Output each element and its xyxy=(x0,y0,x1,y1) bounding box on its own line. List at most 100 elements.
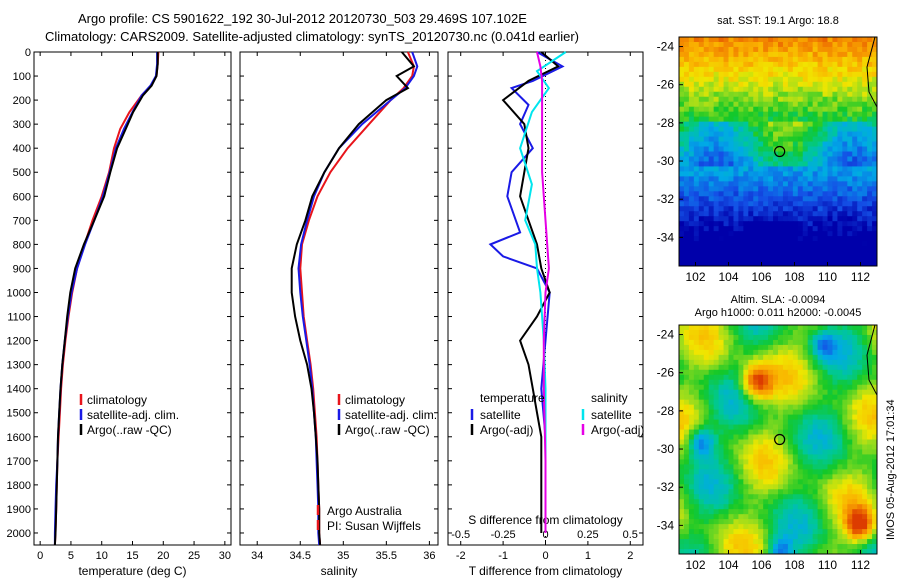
sla_map-cell xyxy=(753,484,759,490)
sla_map-cell xyxy=(713,334,720,341)
sst_map-cell xyxy=(753,211,759,217)
sst_map-cell xyxy=(867,211,873,217)
sla_map-cell xyxy=(847,454,853,461)
sst_map-cell xyxy=(787,131,794,138)
sla_map-cell xyxy=(797,454,804,461)
sla_map-cell xyxy=(802,419,809,426)
sst_map-cell xyxy=(792,231,799,237)
sst_map-cell xyxy=(703,116,710,123)
sla_map-cell xyxy=(768,544,774,550)
sst_map-cell xyxy=(688,111,695,118)
salinity-xtick-label: 34 xyxy=(251,550,263,562)
sst_map-cell xyxy=(708,71,715,78)
sst_map-cell xyxy=(782,236,789,242)
sla_map-cell xyxy=(748,339,754,346)
differences-xtick-label: 0 xyxy=(542,550,548,562)
sst_map-cell xyxy=(827,261,834,266)
sst_map-cell xyxy=(797,236,804,242)
sst_map-cell xyxy=(708,51,715,58)
sst_map-cell xyxy=(787,37,794,43)
sst_map-cell xyxy=(862,251,868,257)
sla_map-cell xyxy=(822,384,829,391)
temperature-xtick-label: 15 xyxy=(126,550,138,562)
sla_map-cell xyxy=(782,549,789,554)
sla_map-cell xyxy=(792,359,799,366)
sst_map-cell xyxy=(807,111,814,118)
sst_map-cell xyxy=(753,186,759,192)
sla_map-cell xyxy=(748,429,754,436)
sla_map-cell xyxy=(852,394,858,401)
sst_map-cell xyxy=(847,56,853,63)
sst_map-cell xyxy=(718,131,725,138)
sla_map-cell xyxy=(748,534,754,540)
sst_map-cell xyxy=(792,256,799,262)
sst_map-cell xyxy=(872,171,877,177)
sst_map-cell xyxy=(832,106,838,113)
sla_map-cell xyxy=(718,399,725,406)
sst_map-cell xyxy=(822,101,829,108)
sst_map-cell xyxy=(822,166,829,173)
sst_map-cell xyxy=(822,121,829,128)
sla_map-cell xyxy=(797,354,804,361)
sla_map-cell xyxy=(768,469,774,475)
sst_map-cell xyxy=(738,76,744,83)
sst_map-cell xyxy=(713,231,720,237)
sla_map-cell xyxy=(693,379,700,386)
sst_map-cell xyxy=(847,37,853,43)
sla_map-cell xyxy=(812,519,819,525)
sla_map-cell xyxy=(797,499,804,505)
sla_map-cell xyxy=(758,474,764,480)
sla_map-cell xyxy=(703,334,710,341)
sst_map-cell xyxy=(797,81,804,88)
sla_map-cell xyxy=(688,534,695,540)
sst_map-cell xyxy=(733,116,739,123)
sla_map-cell xyxy=(872,399,877,406)
sst_map-cell xyxy=(832,196,838,202)
sst_map-cell xyxy=(733,171,739,177)
sst_map-cell xyxy=(852,221,858,227)
sst_map-cell xyxy=(857,46,863,53)
sla_map-cell xyxy=(753,499,759,505)
sst_map-cell xyxy=(763,256,769,262)
sst_map-cell xyxy=(683,176,690,182)
sst_map-cell xyxy=(743,81,749,88)
sla_map-cell xyxy=(723,489,730,495)
sla_map-cell xyxy=(797,379,804,386)
sst_map-cell xyxy=(857,176,863,182)
sla_map-cell xyxy=(822,334,829,341)
sst_map-cell xyxy=(728,91,735,98)
sla_map-cell xyxy=(822,404,829,411)
sst_map-cell xyxy=(847,126,853,133)
sst_map-cell xyxy=(683,106,690,113)
sla_map-cell xyxy=(778,429,784,436)
sst_map-cell xyxy=(832,51,838,58)
sla_map-cell xyxy=(867,334,873,341)
sst_map-cell xyxy=(693,206,700,212)
sst_map-cell xyxy=(822,176,829,182)
sst_map-cell xyxy=(758,46,764,53)
sla_map-cell xyxy=(743,359,749,366)
sla_map-cell xyxy=(852,539,858,545)
sla_map-cell xyxy=(728,414,735,421)
sla_map-cell xyxy=(753,384,759,391)
sst_map-cell xyxy=(787,216,794,222)
sla_map-cell xyxy=(753,529,759,535)
sst_map-cell xyxy=(857,231,863,237)
sla_map-cell xyxy=(802,549,809,554)
sst_map-cell xyxy=(827,241,834,247)
sst_map-cell xyxy=(827,141,834,148)
sla_map-cell xyxy=(802,469,809,475)
sla_map-cell xyxy=(748,379,754,386)
sla_map-cell xyxy=(713,489,720,495)
sla_map-cell xyxy=(768,374,774,381)
sst_map-cell xyxy=(758,171,764,177)
sst_map-cell xyxy=(723,246,730,252)
sst_map-cell xyxy=(758,61,764,68)
sla_map-cell xyxy=(723,414,730,421)
sla_map-cell xyxy=(837,474,843,480)
sla_map-cell xyxy=(832,494,838,500)
sla_map-cell xyxy=(867,399,873,406)
sst_map-cell xyxy=(758,126,764,133)
sla_map-cell xyxy=(872,524,877,530)
sst_map-cell xyxy=(802,236,809,242)
